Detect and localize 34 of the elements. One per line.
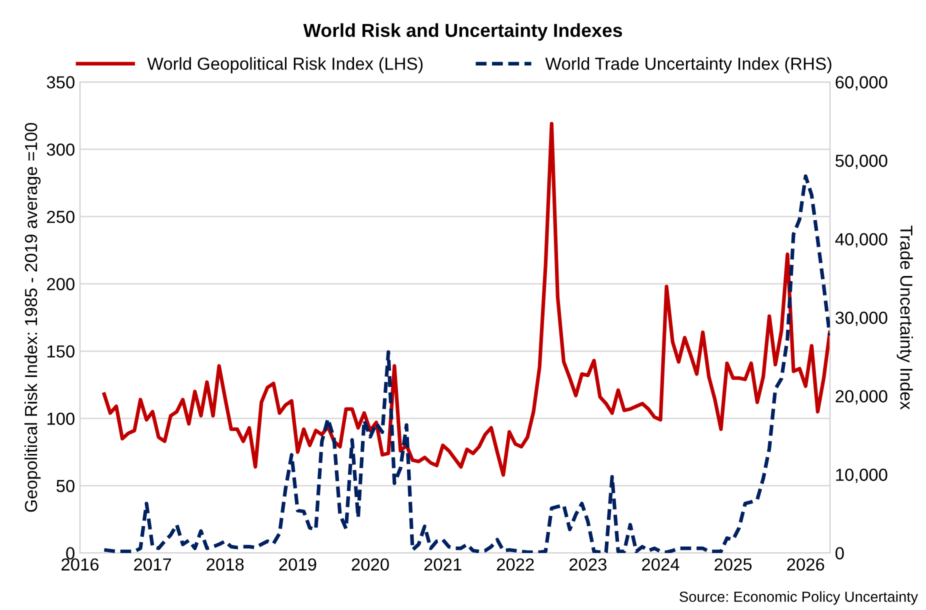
legend-label: World Trade Uncertainty Index (RHS) [545, 57, 832, 74]
chart-title: World Risk and Uncertainty Indexes [303, 23, 622, 41]
y2-tick-label: 10,000 [836, 468, 888, 484]
x-tick-label: 2022 [496, 558, 534, 571]
y2-tick-label: 40,000 [835, 233, 888, 248]
y-tick-label: 100 [48, 412, 74, 425]
source-note: Source: Economic Policy Uncertainty [680, 591, 918, 605]
y-tick-label: 350 [46, 76, 74, 88]
y-tick-label: 250 [47, 210, 74, 224]
y2-axis-title: Trade Uncertainty Index [896, 226, 913, 410]
y-tick-label: 150 [48, 345, 74, 358]
y2-tick-label: 20,000 [836, 390, 888, 405]
x-tick-label: 2017 [134, 558, 172, 571]
y2-tick-label: 30,000 [836, 312, 888, 326]
x-tick-label: 2023 [569, 558, 606, 571]
x-tick-label: 2021 [424, 558, 462, 571]
x-tick-label: 2018 [206, 558, 244, 571]
x-tick-label: 2016 [62, 558, 99, 571]
x-tick-label: 2024 [642, 558, 680, 571]
y-tick-label: 200 [47, 278, 74, 290]
legend-label: World Geopolitical Risk Index (LHS) [147, 57, 423, 74]
y-tick-label: 50 [56, 480, 74, 492]
x-tick-label: 2025 [714, 558, 752, 571]
y-tick-label: 300 [46, 143, 74, 156]
line-series [102, 174, 830, 553]
y2-tick-label: 50,000 [836, 154, 888, 170]
y-tick-label: 0 [66, 547, 74, 560]
x-tick-label: 2026 [787, 558, 824, 571]
y-axis-title: Geopolitical Risk Index: 1985 - 2019 average =100 [24, 122, 41, 512]
y2-tick-label: 60,000 [836, 76, 888, 91]
x-tick-label: 2019 [279, 558, 316, 571]
x-tick-label: 2020 [352, 558, 389, 571]
line-series [102, 122, 830, 477]
y2-tick-label: 0 [836, 547, 844, 560]
